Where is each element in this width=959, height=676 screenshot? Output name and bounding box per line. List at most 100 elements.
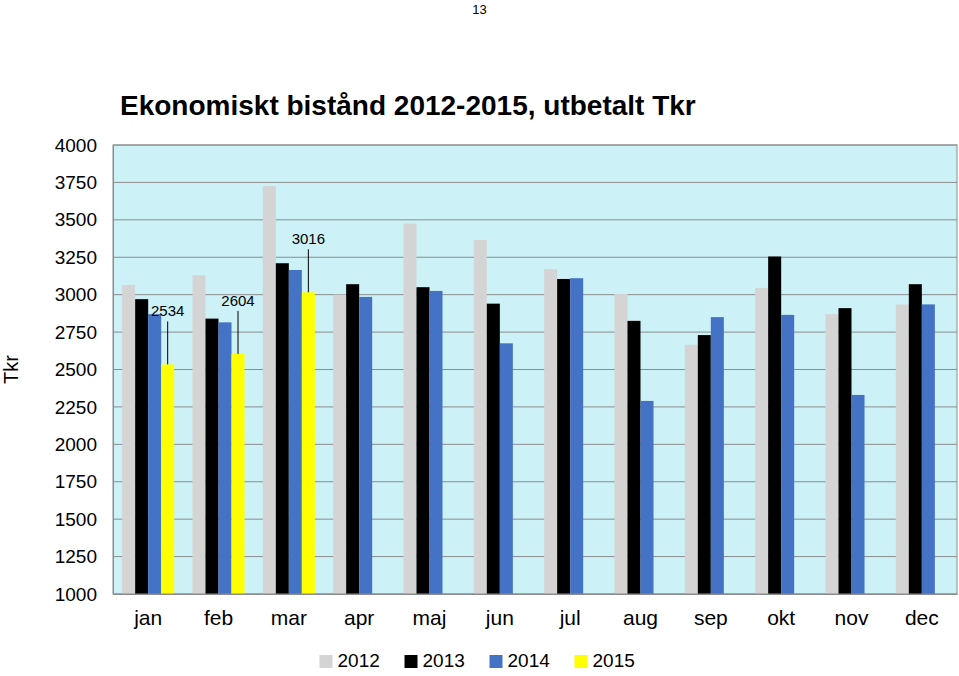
bar	[755, 288, 768, 594]
x-tick: maj	[413, 594, 447, 629]
data-label: 3016	[292, 230, 325, 247]
y-tick: 1250	[55, 546, 113, 567]
y-tick-label: 3500	[55, 209, 97, 230]
bar	[148, 314, 161, 594]
y-tick-label: 4000	[55, 135, 97, 156]
legend-swatch	[490, 655, 503, 668]
y-tick: 3000	[55, 284, 113, 305]
x-tick: aug	[623, 594, 658, 629]
leader-line	[308, 249, 309, 292]
y-axis: 1000125015001750200022502500275030003250…	[55, 135, 114, 605]
bar-series	[122, 186, 909, 594]
y-tick-label: 3750	[55, 172, 97, 193]
legend: 2012201320142015	[320, 650, 635, 671]
bar	[711, 317, 724, 594]
bar	[781, 315, 794, 594]
legend-item: 2013	[405, 650, 465, 671]
bar	[302, 292, 315, 594]
x-tick: sep	[694, 594, 728, 629]
bar	[205, 319, 218, 594]
bar	[487, 304, 500, 594]
bar-series	[161, 292, 315, 594]
legend-swatch	[575, 655, 588, 668]
bars	[122, 186, 935, 594]
y-tick-label: 1500	[55, 509, 97, 530]
x-tick-label: aug	[623, 606, 658, 629]
bar	[135, 299, 148, 594]
legend-label: 2012	[338, 650, 380, 671]
bar	[909, 284, 922, 594]
bar	[161, 364, 174, 594]
y-tick-label: 1000	[55, 584, 97, 605]
x-tick-label: jan	[133, 606, 162, 629]
legend-label: 2014	[508, 650, 551, 671]
x-tick-label: nov	[835, 606, 869, 629]
data-label: 2534	[151, 302, 184, 319]
plot-frame	[113, 145, 957, 594]
bar-series	[135, 257, 922, 594]
y-tick-label: 1750	[55, 471, 97, 492]
bar	[232, 354, 245, 594]
bar	[276, 263, 289, 594]
data-labels: 2534 2604 3016	[151, 230, 325, 364]
y-tick-label: 2500	[55, 359, 97, 380]
leader-line	[238, 311, 239, 354]
y-axis-title: Tkr	[0, 355, 22, 384]
leader-line	[167, 321, 168, 364]
bar	[627, 321, 640, 594]
grid-line	[113, 219, 957, 220]
grid-line	[113, 257, 957, 258]
bar	[922, 304, 935, 594]
x-tick-label: dec	[905, 606, 939, 629]
bar	[557, 279, 570, 594]
y-tick-label: 2000	[55, 434, 97, 455]
bar	[359, 297, 372, 594]
bar	[896, 304, 909, 594]
title: Ekonomiskt bistånd 2012-2015, utbetalt T…	[120, 90, 696, 121]
x-tick-label: feb	[204, 606, 233, 629]
y-tick: 2000	[55, 434, 113, 455]
bar	[614, 294, 627, 594]
bar	[333, 295, 346, 594]
y-tick-label: 1250	[55, 546, 97, 567]
y-tick: 2750	[55, 322, 113, 343]
x-tick: apr	[344, 594, 374, 629]
grid	[113, 145, 957, 594]
x-tick-label: mar	[271, 606, 307, 629]
x-tick-label: sep	[694, 606, 728, 629]
x-tick-label: apr	[344, 606, 374, 629]
y-tick: 3500	[55, 209, 113, 230]
grid-line	[113, 182, 957, 183]
bar	[685, 345, 698, 594]
legend-label: 2013	[423, 650, 465, 671]
bar	[192, 275, 205, 594]
x-tick: nov	[835, 594, 869, 629]
bar	[416, 287, 429, 594]
bar	[698, 335, 711, 594]
bar	[289, 270, 302, 594]
bar	[570, 278, 583, 594]
bar	[825, 314, 838, 594]
x-tick-label: okt	[767, 606, 795, 629]
bar	[641, 401, 654, 594]
bar	[474, 240, 487, 594]
legend-item: 2014	[490, 650, 551, 671]
bar	[430, 291, 443, 594]
bar	[403, 224, 416, 594]
page-number: 13	[472, 2, 486, 17]
data-label: 2604	[221, 292, 254, 309]
y-tick-label: 2250	[55, 396, 97, 417]
y-tick-label: 2750	[55, 322, 97, 343]
x-axis-line	[114, 594, 958, 595]
x-tick: jun	[485, 594, 514, 629]
bar	[852, 395, 865, 594]
x-tick-label: jul	[559, 606, 581, 629]
y-axis-line	[113, 146, 114, 595]
y-tick: 4000	[55, 135, 113, 156]
x-tick: mar	[271, 594, 307, 629]
bar	[263, 186, 276, 594]
y-tick: 3750	[55, 172, 113, 193]
y-tick: 1000	[55, 584, 113, 605]
y-tick: 2500	[55, 359, 113, 380]
x-axis: jan feb mar apr maj jun jul aug sep okt nov dec	[114, 594, 958, 629]
